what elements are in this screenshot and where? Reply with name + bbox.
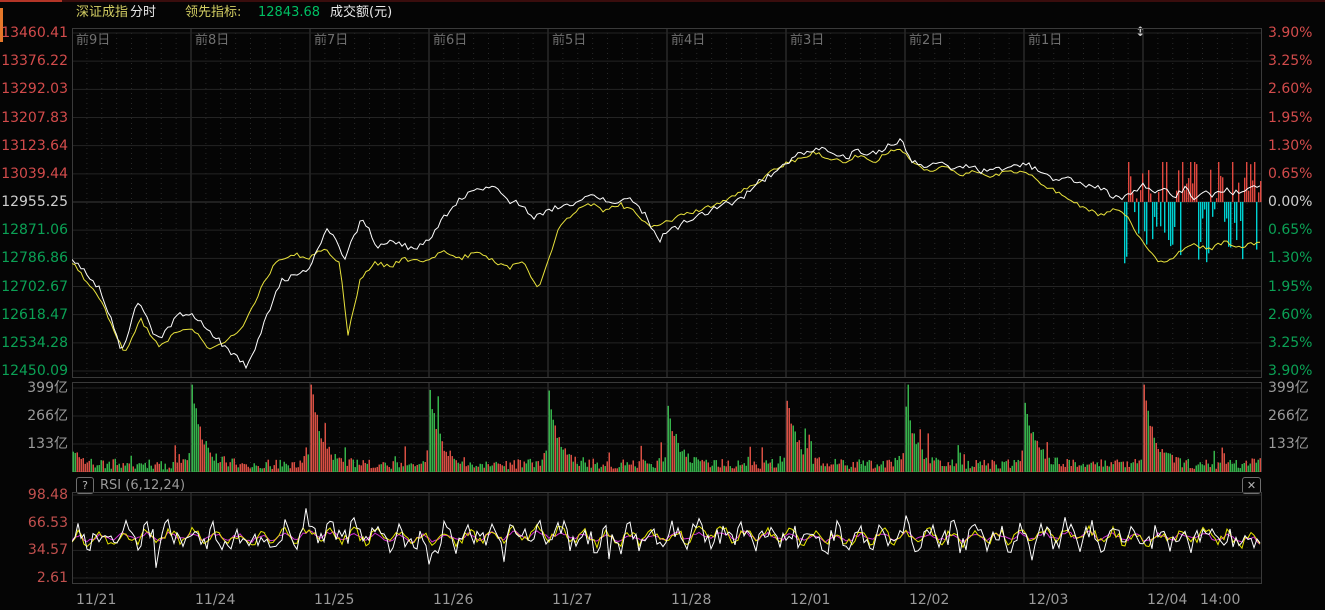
main-left-axis-label: 13207.83: [1, 109, 68, 126]
main-left-axis-label: 12618.47: [1, 306, 68, 323]
main-right-axis-label: 0.65%: [1268, 222, 1313, 239]
left-scroll-indicator[interactable]: [0, 8, 3, 42]
main-right-axis-label: 3.90%: [1268, 25, 1313, 41]
main-right-axis-label: 1.30%: [1268, 137, 1313, 154]
main-right-axis-label: 2.60%: [1268, 306, 1313, 323]
x-axis-date-label: 11/24: [195, 592, 236, 608]
rsi-left-axis-label: 2.61: [36, 570, 68, 586]
chart-header: 深证成指 分时 领先指标: 12843.68 成交额(元): [0, 4, 1325, 22]
day-section-label: 前9日: [76, 33, 111, 48]
x-axis-date-label: 11/21: [76, 592, 117, 608]
main-right-axis-label: 1.30%: [1268, 250, 1313, 267]
main-left-axis-label: 12871.06: [1, 222, 68, 239]
x-axis-date-label: 11/27: [552, 592, 593, 608]
top-border-line: [0, 0, 1325, 2]
main-right-axis-label: 1.95%: [1268, 109, 1313, 126]
rsi-params-label: RSI (6,12,24): [100, 478, 186, 493]
rsi-left-axis-label: 98.48: [27, 487, 68, 503]
x-axis-time-label: 14:00: [1200, 592, 1241, 608]
main-left-axis-label: 12534.28: [1, 334, 68, 351]
day-section-label: 前4日: [671, 33, 706, 48]
volume-left-axis-label: 266亿: [27, 408, 68, 424]
x-axis-date-label: 12/04: [1147, 592, 1188, 608]
day-section-label: 前7日: [314, 33, 349, 48]
turnover-label: 成交额(元): [330, 5, 393, 20]
active-tab-indicator: [0, 0, 62, 2]
x-axis-date-label: 11/25: [314, 592, 355, 608]
main-right-axis-label: 0.00%: [1268, 194, 1313, 210]
close-icon[interactable]: ✕: [1242, 477, 1261, 494]
rsi-header: ? RSI (6,12,24) RSI1:33.478↓RSI2:42.149↓…: [0, 477, 1325, 496]
main-left-axis-label: 13460.41: [1, 25, 68, 41]
mode-tab-intraday[interactable]: 分时: [130, 5, 157, 20]
leading-indicator-label: 领先指标:: [185, 5, 242, 20]
volume-left-axis-label: 399亿: [27, 380, 68, 396]
main-left-axis-label: 12786.86: [1, 250, 68, 267]
day-section-label: 前2日: [909, 33, 944, 48]
main-right-axis-label: 2.60%: [1268, 81, 1313, 98]
x-axis-date-label: 12/01: [790, 592, 831, 608]
main-right-axis-label: 0.65%: [1268, 165, 1313, 182]
day-section-label: 前3日: [790, 33, 825, 48]
x-axis-date-label: 11/26: [433, 592, 474, 608]
main-intraday-chart[interactable]: [72, 28, 1262, 378]
day-section-label: 前6日: [433, 33, 468, 48]
main-right-axis-label: 3.25%: [1268, 334, 1313, 351]
main-left-axis-label: 12702.67: [1, 278, 68, 295]
x-axis-date-label: 12/03: [1028, 592, 1069, 608]
main-left-axis-label: 13376.22: [1, 53, 68, 70]
index-name[interactable]: 深证成指: [76, 5, 129, 20]
leading-indicator-value: 12843.68: [258, 5, 321, 20]
main-left-axis-label: 13292.03: [1, 81, 68, 98]
x-axis-date-label: 12/02: [909, 592, 950, 608]
main-left-axis-label: 13123.64: [1, 137, 68, 154]
volume-right-axis-label: 266亿: [1268, 408, 1309, 424]
day-section-label: 前8日: [195, 33, 230, 48]
volume-right-axis-label: 133亿: [1268, 436, 1309, 452]
main-left-axis-label: 12450.09: [1, 363, 68, 379]
main-right-axis-label: 3.90%: [1268, 363, 1313, 379]
x-axis-date-label: 11/28: [671, 592, 712, 608]
volume-right-axis-label: 399亿: [1268, 380, 1309, 396]
day-section-label: 前1日: [1028, 33, 1063, 48]
rsi-indicator-chart[interactable]: [72, 492, 1262, 584]
volume-chart[interactable]: [72, 382, 1262, 472]
rsi-left-axis-label: 34.57: [27, 542, 68, 559]
rsi-left-axis-label: 66.53: [27, 514, 68, 531]
main-right-axis-label: 3.25%: [1268, 53, 1313, 70]
help-icon[interactable]: ?: [76, 477, 94, 494]
main-left-axis-label: 12955.25: [1, 194, 68, 210]
main-right-axis-label: 1.95%: [1268, 278, 1313, 295]
day-section-label: 前5日: [552, 33, 587, 48]
volume-left-axis-label: 133亿: [27, 436, 68, 452]
main-left-axis-label: 13039.44: [1, 165, 68, 182]
